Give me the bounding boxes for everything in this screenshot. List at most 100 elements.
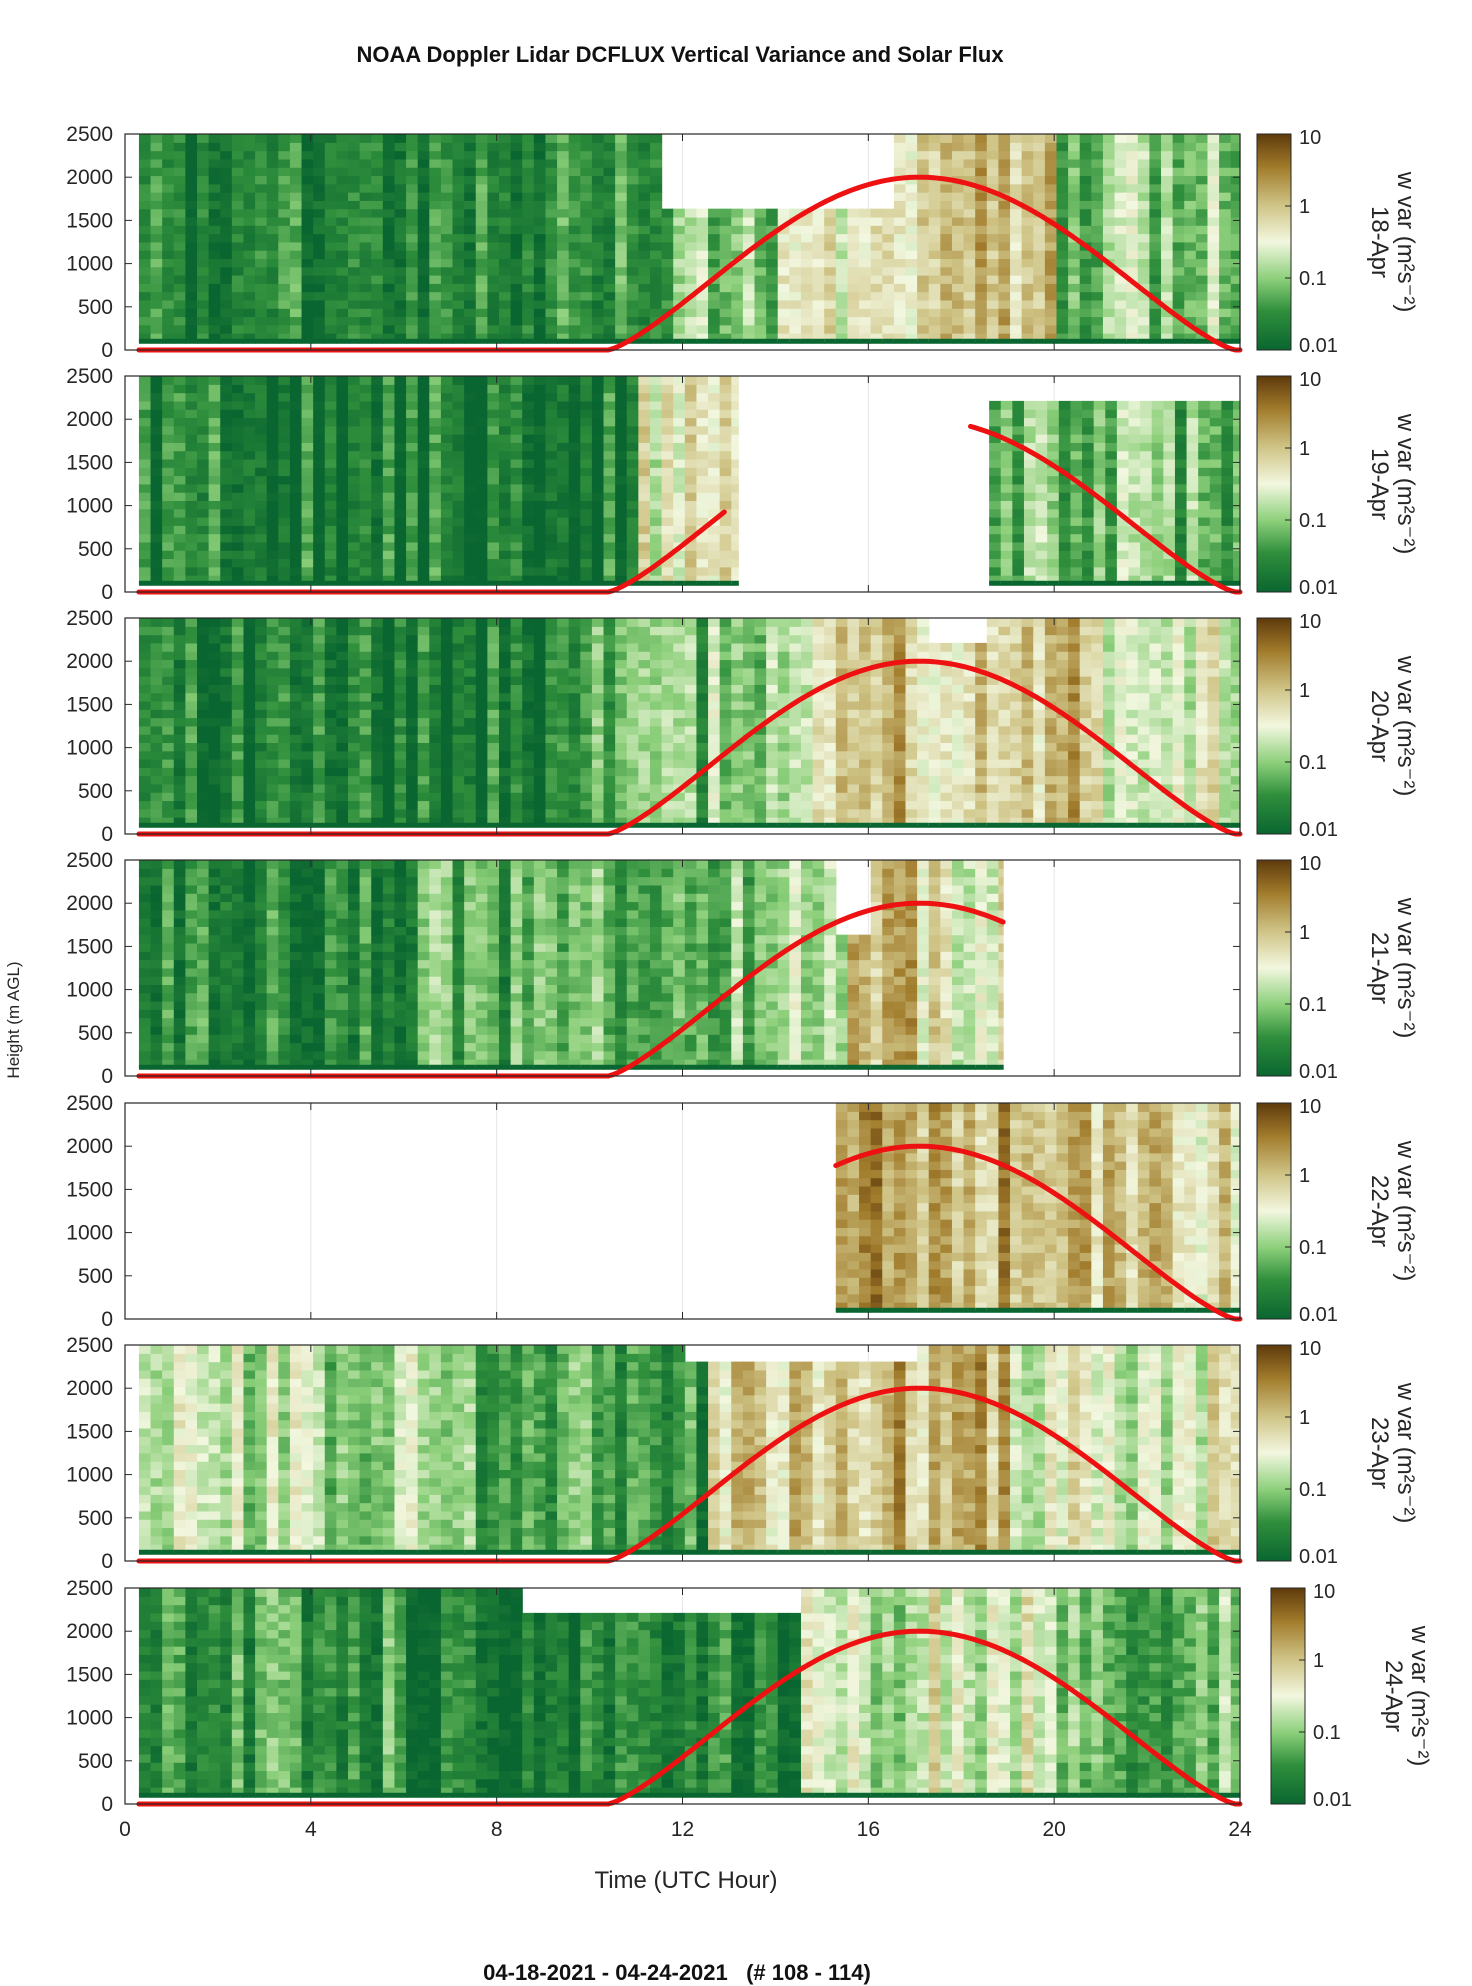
heatmap-cell [162, 467, 175, 477]
heatmap-cell [243, 618, 256, 627]
heatmap-cell [138, 192, 152, 201]
heatmap-cell [1149, 208, 1162, 218]
surface-band [893, 338, 907, 344]
heatmap-cell [440, 700, 454, 710]
heatmap-cell [394, 767, 407, 777]
heatmap-cell [696, 241, 709, 251]
heatmap-cell [394, 642, 407, 652]
heatmap-cell [1184, 333, 1197, 342]
heatmap-cell [1195, 283, 1209, 293]
heatmap-cell [673, 258, 686, 268]
surface-band [615, 580, 628, 586]
heatmap-cell [1000, 425, 1013, 435]
heatmap-cell [603, 467, 616, 477]
heatmap-cell [719, 575, 732, 584]
heatmap-cell [754, 308, 767, 318]
heatmap-cell [591, 517, 605, 526]
heatmap-cell [1044, 192, 1058, 201]
heatmap-cell [975, 291, 988, 301]
heatmap-cell [173, 550, 186, 560]
heatmap-cell [638, 442, 651, 452]
heatmap-cell [882, 233, 895, 243]
heatmap-cell [673, 376, 686, 385]
heatmap-cell [603, 283, 616, 293]
heatmap-cell [371, 392, 384, 402]
heatmap-cell [522, 525, 535, 535]
heatmap-cell [359, 742, 372, 752]
heatmap-cell [301, 458, 314, 468]
surface-band [870, 338, 883, 344]
heatmap-cell [359, 651, 372, 661]
heatmap-cell [429, 717, 442, 727]
heatmap-cell [162, 483, 175, 493]
heatmap-cell [1219, 158, 1232, 168]
surface-band [313, 580, 326, 586]
surface-band [464, 580, 477, 586]
heatmap-cell [313, 483, 326, 493]
heatmap-cell [464, 467, 477, 477]
heatmap-cell [522, 450, 535, 460]
heatmap-cell [603, 392, 616, 402]
surface-band [940, 338, 953, 344]
heatmap-cell [289, 709, 303, 719]
surface-band [429, 338, 442, 344]
heatmap-cell [1221, 575, 1234, 584]
heatmap-cell [406, 651, 419, 661]
heatmap-cell [1010, 299, 1023, 309]
heatmap-cell [917, 216, 930, 226]
heatmap-cell [417, 291, 430, 301]
heatmap-cell [255, 626, 268, 636]
heatmap-cell [696, 316, 709, 326]
heatmap-cell [684, 250, 698, 260]
heatmap-cell [429, 651, 442, 661]
heatmap-cell [1163, 450, 1176, 460]
heatmap-cell [591, 533, 605, 543]
heatmap-cell [1047, 467, 1060, 477]
heatmap-cell [696, 409, 709, 419]
heatmap-cell [591, 425, 605, 435]
heatmap-cell [348, 684, 361, 694]
heatmap-cell [1219, 283, 1232, 293]
heatmap-cell [162, 417, 175, 427]
heatmap-cell [406, 700, 419, 710]
heatmap-cell [266, 775, 279, 785]
heatmap-cell [568, 475, 581, 485]
heatmap-cell [1207, 275, 1220, 284]
heatmap-cell [754, 225, 767, 235]
heatmap-cell [661, 208, 674, 218]
heatmap-cell [696, 392, 709, 402]
heatmap-cell [615, 442, 628, 452]
heatmap-cell [1140, 550, 1153, 560]
heatmap-cell [591, 458, 605, 468]
heatmap-cell [150, 618, 163, 627]
heatmap-cell [742, 333, 756, 342]
heatmap-cell [266, 725, 279, 735]
heatmap-cell [638, 175, 651, 185]
heatmap-cell [185, 700, 198, 710]
heatmap-cell [429, 659, 442, 669]
heatmap-cell [359, 550, 372, 560]
heatmap-cell [162, 442, 175, 452]
heatmap-cell [173, 308, 186, 318]
heatmap-cell [1184, 208, 1197, 218]
heatmap-cell [684, 566, 698, 576]
heatmap-cell [406, 450, 419, 460]
heatmap-cell [812, 250, 825, 260]
surface-band [452, 338, 465, 344]
heatmap-cell [1149, 175, 1162, 185]
surface-band [487, 580, 500, 586]
heatmap-cell [591, 500, 605, 510]
heatmap-cell [417, 467, 430, 477]
heatmap-cell [1137, 275, 1150, 284]
heatmap-cell [1221, 467, 1234, 477]
heatmap-cell [905, 167, 918, 177]
heatmap-cell [963, 266, 976, 276]
heatmap-cell [1105, 400, 1118, 410]
heatmap-cell [348, 767, 361, 777]
heatmap-cell [1082, 467, 1095, 477]
heatmap-cell [1219, 266, 1232, 276]
heatmap-cell [266, 233, 279, 243]
heatmap-cell [173, 626, 186, 636]
heatmap-cell [348, 384, 361, 394]
heatmap-cell [580, 150, 593, 160]
